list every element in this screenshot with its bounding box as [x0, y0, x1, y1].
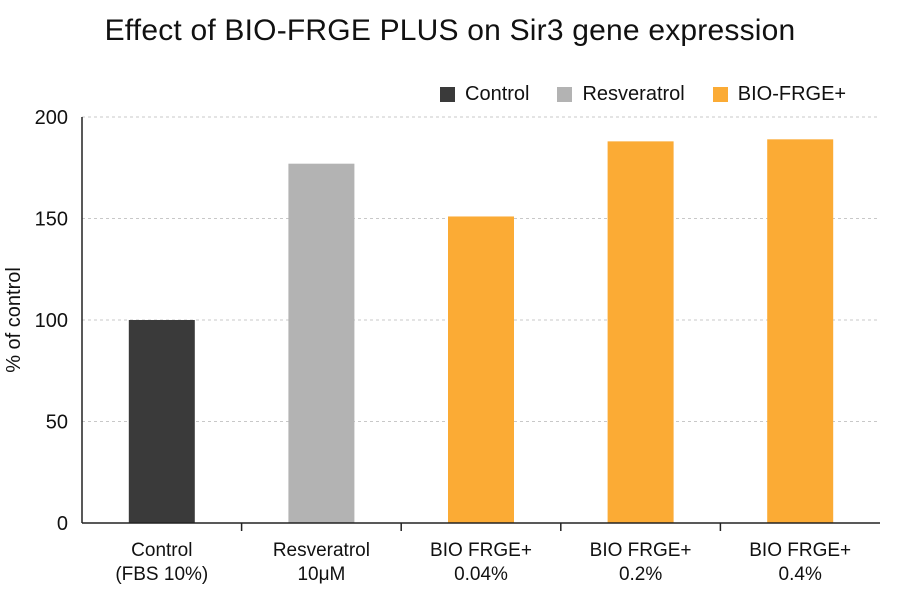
legend-swatch-bio-frge: [712, 86, 728, 102]
y-axis-label: % of control: [3, 267, 25, 373]
bar: [448, 216, 514, 523]
x-tick-label: BIO FRGE+: [749, 540, 851, 561]
x-tick-label: Control: [131, 540, 192, 561]
bars: [128, 139, 834, 524]
y-tick-label: 200: [35, 107, 68, 129]
x-tick-label: BIO FRGE+: [430, 540, 532, 561]
x-tick-label: BIO FRGE+: [590, 540, 692, 561]
legend-label-control: Control: [465, 82, 530, 105]
x-tick-label: (FBS 10%): [115, 564, 208, 585]
legend-item-resveratrol: Resveratrol: [557, 82, 685, 106]
x-tick-label: Resveratrol: [273, 540, 370, 561]
x-tick-label: 10μM: [297, 564, 345, 585]
bar: [128, 320, 195, 523]
legend-item-bio-frge: BIO-FRGE+: [712, 82, 847, 106]
legend-swatch-resveratrol: [557, 86, 573, 102]
legend-label-resveratrol: Resveratrol: [582, 82, 685, 105]
y-tick-label: 0: [57, 513, 68, 535]
legend-label-bio-frge: BIO-FRGE+: [737, 82, 847, 105]
x-tick-label: 0.4%: [779, 564, 822, 585]
bar: [607, 141, 674, 524]
chart-legend: Control Resveratrol BIO-FRGE+: [440, 82, 874, 106]
axes: 0 50 100 150 200 Control (FBS 10%) Resveratrol 1…: [35, 107, 880, 585]
x-tick-label: 0.2%: [619, 564, 662, 585]
y-tick-label: 100: [35, 310, 68, 332]
y-tick-label: 50: [46, 412, 68, 434]
y-tick-label: 150: [35, 209, 68, 231]
bar: [767, 139, 834, 523]
legend-item-control: Control: [440, 83, 529, 106]
legend-swatch-control: [440, 86, 455, 102]
x-tick-label: 0.04%: [454, 564, 508, 585]
chart-title: Effect of BIO-FRGE PLUS on Sir3 gene exp…: [104, 14, 796, 47]
bar: [288, 163, 355, 523]
